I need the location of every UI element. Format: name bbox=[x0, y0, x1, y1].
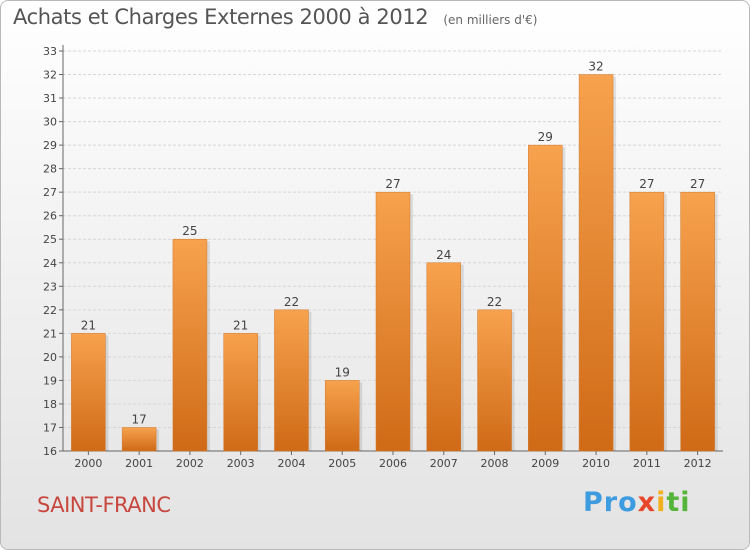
y-tick-label: 31 bbox=[43, 92, 57, 105]
data-labels: 21 17 25 21 22 19 27 24 22 29 32 27 27 bbox=[81, 60, 706, 427]
x-tick-label: 2003 bbox=[227, 457, 255, 470]
data-label: 25 bbox=[182, 224, 197, 238]
x-tick-label: 2010 bbox=[582, 457, 610, 470]
y-tick-label: 23 bbox=[43, 280, 57, 293]
y-tick-label: 25 bbox=[43, 233, 57, 246]
y-tick-label: 21 bbox=[43, 327, 57, 340]
y-tick-label: 20 bbox=[43, 351, 57, 364]
bar bbox=[477, 309, 512, 452]
x-tick-label: 2008 bbox=[481, 457, 509, 470]
data-label: 17 bbox=[132, 412, 147, 426]
y-tick-label: 30 bbox=[43, 116, 57, 129]
x-tick-label: 2007 bbox=[430, 457, 458, 470]
proxiti-logo: Proxiti bbox=[583, 487, 691, 518]
y-tick-label: 26 bbox=[43, 210, 57, 223]
y-tick-label: 22 bbox=[43, 304, 57, 317]
title-row: Achats et Charges Externes 2000 à 2012 (… bbox=[13, 5, 537, 29]
y-tick-label: 19 bbox=[43, 374, 57, 387]
bar bbox=[680, 191, 715, 452]
y-tick-label: 33 bbox=[43, 45, 57, 58]
x-tick-label: 2001 bbox=[125, 457, 153, 470]
data-label: 27 bbox=[385, 177, 400, 191]
bar bbox=[629, 191, 665, 452]
x-tick-label: 2004 bbox=[277, 457, 305, 470]
x-tick-label: 2005 bbox=[328, 457, 356, 470]
chart-subtitle: (en milliers d'€) bbox=[443, 13, 538, 27]
y-tick-label: 24 bbox=[43, 257, 57, 270]
y-tick-label: 32 bbox=[43, 69, 57, 82]
y-tick-label: 17 bbox=[43, 421, 57, 434]
data-label: 24 bbox=[436, 248, 451, 262]
y-tick-label: 27 bbox=[43, 186, 57, 199]
data-label: 21 bbox=[233, 318, 248, 332]
y-tick-label: 29 bbox=[43, 139, 57, 152]
data-label: 22 bbox=[487, 295, 502, 309]
bar bbox=[375, 191, 411, 452]
bar bbox=[71, 333, 106, 452]
data-label: 32 bbox=[588, 60, 603, 74]
x-tick-label: 2012 bbox=[684, 457, 712, 470]
bar bbox=[528, 144, 563, 452]
bar bbox=[172, 238, 208, 452]
x-tick-label: 2002 bbox=[176, 457, 204, 470]
y-tick-label: 16 bbox=[43, 445, 57, 458]
data-label: 22 bbox=[284, 295, 299, 309]
x-tick-label: 2009 bbox=[531, 457, 559, 470]
data-label: 19 bbox=[335, 365, 350, 379]
y-tick-label: 28 bbox=[43, 163, 57, 176]
place-name: SAINT-FRANC bbox=[37, 493, 171, 517]
bar bbox=[426, 262, 462, 452]
bar bbox=[223, 333, 258, 452]
bar bbox=[578, 74, 614, 452]
bar bbox=[324, 380, 360, 452]
data-label: 29 bbox=[538, 130, 553, 144]
x-tick-label: 2011 bbox=[633, 457, 661, 470]
data-label: 21 bbox=[81, 318, 96, 332]
data-label: 27 bbox=[639, 177, 654, 191]
x-tick-label: 2006 bbox=[379, 457, 407, 470]
bars bbox=[71, 74, 718, 452]
y-tick-label: 18 bbox=[43, 398, 57, 411]
chart-title: Achats et Charges Externes 2000 à 2012 bbox=[13, 5, 429, 29]
bar bbox=[274, 309, 309, 452]
data-label: 27 bbox=[690, 177, 705, 191]
bar bbox=[121, 427, 157, 452]
x-tick-label: 2000 bbox=[74, 457, 102, 470]
